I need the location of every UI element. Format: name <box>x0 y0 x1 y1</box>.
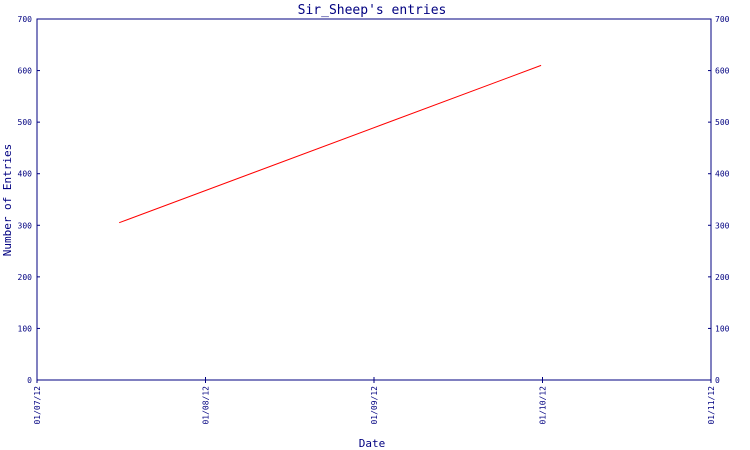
y-axis-left: 0 100 200 300 400 500 600 700 <box>18 15 40 385</box>
y-tick-right-label: 600 <box>715 67 730 76</box>
y-tick-right-label: 500 <box>715 118 730 127</box>
series-line-0 <box>119 64 542 224</box>
y-tick-left-label: 200 <box>18 273 33 282</box>
y-tick-right-label: 100 <box>715 324 730 333</box>
y-tick-right-label: 400 <box>715 170 730 179</box>
x-tick-label: 01/09/12 <box>370 386 379 425</box>
y-tick-left-label: 600 <box>18 67 33 76</box>
y-tick-right-label: 300 <box>715 221 730 230</box>
y-tick-right-label: 200 <box>715 273 730 282</box>
x-tick-label: 01/07/12 <box>33 386 42 425</box>
y-tick-left-label: 300 <box>18 221 33 230</box>
y-tick-right-label: 700 <box>715 15 730 24</box>
x-tick-label: 01/11/12 <box>707 386 716 425</box>
x-axis-label: Date <box>359 437 386 450</box>
y-axis-right: 0 100 200 300 400 500 600 700 <box>708 15 730 385</box>
y-tick-left-label: 500 <box>18 118 33 127</box>
series-layer <box>119 64 542 224</box>
plot-area-frame <box>36 18 712 381</box>
y-tick-left-label: 400 <box>18 170 33 179</box>
chart-title: Sir_Sheep's entries <box>298 3 447 18</box>
y-tick-left-label: 100 <box>18 324 33 333</box>
x-tick-label: 01/10/12 <box>539 386 548 425</box>
y-axis-label: Number of Entries <box>1 144 14 257</box>
y-tick-left-label: 0 <box>27 376 32 385</box>
x-tick-label: 01/08/12 <box>202 386 211 425</box>
y-tick-left-label: 700 <box>18 15 33 24</box>
y-tick-right-label: 0 <box>715 376 720 385</box>
x-axis: 01/07/12 01/08/12 01/09/12 01/10/12 01/11/12 <box>33 377 716 425</box>
